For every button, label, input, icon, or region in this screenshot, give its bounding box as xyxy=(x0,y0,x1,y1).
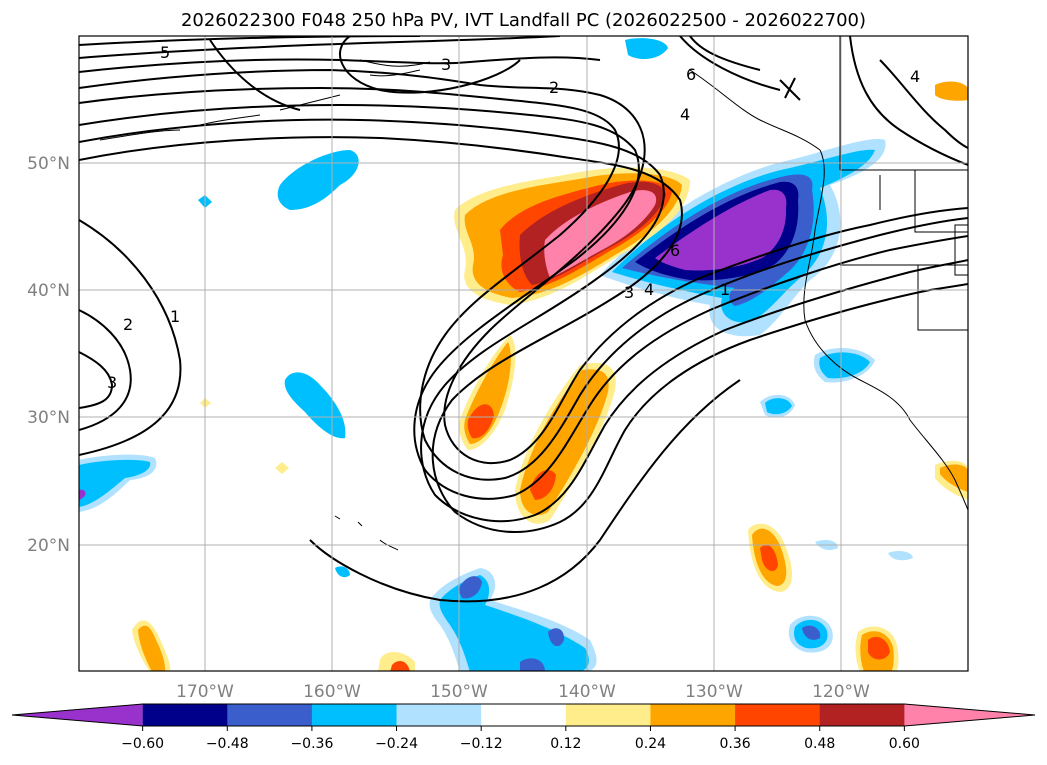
lon-label-120w: 120°W xyxy=(812,682,870,702)
map-frame xyxy=(78,35,969,672)
colorbar-tick-label: 0.60 xyxy=(889,736,920,752)
lon-label-130w: 130°W xyxy=(685,682,743,702)
colorbar-tick-label: 0.12 xyxy=(550,736,581,752)
lat-label-30n: 30°N xyxy=(27,408,70,428)
lon-label-150w: 150°W xyxy=(430,682,488,702)
colorbar-tick-label: 0.48 xyxy=(804,736,835,752)
lat-label-50n: 50°N xyxy=(27,154,70,174)
coastlines xyxy=(99,36,968,551)
colorbar-segment xyxy=(819,704,905,726)
colorbar-segment xyxy=(227,704,313,726)
contour-label: 5 xyxy=(160,43,170,62)
contour-label: 1 xyxy=(170,307,180,326)
lon-label-140w: 140°W xyxy=(558,682,616,702)
colorbar-tick-label: −0.60 xyxy=(121,736,164,752)
colorbar-tick-label: −0.12 xyxy=(460,736,503,752)
colorbar-tick-label: 0.36 xyxy=(720,736,751,752)
contour-label: 4 xyxy=(644,280,654,299)
colorbar-extend-max xyxy=(904,704,1035,726)
colorbar-tick-label: 0.24 xyxy=(635,736,666,752)
contour-labels: 5 3 2 6 4 1 2 3 6 3 4 1 4 xyxy=(107,43,920,392)
pv-contours xyxy=(79,36,968,603)
colorbar-extend-min xyxy=(12,704,143,726)
contour-label: 6 xyxy=(670,241,680,260)
contour-label: 4 xyxy=(680,105,690,124)
contour-label: 3 xyxy=(441,55,451,74)
ivt-shading xyxy=(79,38,968,671)
colorbar-tick-label: −0.36 xyxy=(290,736,333,752)
lon-labels: 170°W 160°W 150°W 140°W 130°W 120°W xyxy=(176,682,870,702)
colorbar-segment xyxy=(311,704,398,726)
lat-label-20n: 20°N xyxy=(27,536,70,556)
colorbar-segment xyxy=(396,704,482,726)
lon-label-160w: 160°W xyxy=(303,682,361,702)
colorbar-segment xyxy=(735,704,821,726)
contour-label: 2 xyxy=(549,78,559,97)
colorbar-segment xyxy=(142,704,228,726)
colorbar xyxy=(11,703,1036,727)
colorbar-segment xyxy=(650,704,736,726)
lon-label-170w: 170°W xyxy=(176,682,234,702)
gridlines xyxy=(79,36,968,671)
lat-labels: 50°N 40°N 30°N 20°N xyxy=(27,154,70,556)
colorbar-segment xyxy=(481,704,567,726)
colorbar-ticks: −0.60 −0.48 −0.36 −0.24 −0.12 0.12 0.24 0.36 0.4… xyxy=(121,726,920,752)
contour-label: 2 xyxy=(123,315,133,334)
contour-label: 4 xyxy=(910,67,920,86)
contour-label: 3 xyxy=(107,373,117,392)
contour-label: 3 xyxy=(624,283,634,302)
colorbar-tick-label: −0.24 xyxy=(375,736,418,752)
colorbar-tick-label: −0.48 xyxy=(206,736,249,752)
map-title: 2026022300 F048 250 hPa PV, IVT Landfall… xyxy=(180,10,867,31)
colorbar-segment xyxy=(565,704,651,726)
contour-label: 1 xyxy=(720,280,730,299)
lat-label-40n: 40°N xyxy=(27,281,70,301)
contour-label: 6 xyxy=(686,65,696,84)
